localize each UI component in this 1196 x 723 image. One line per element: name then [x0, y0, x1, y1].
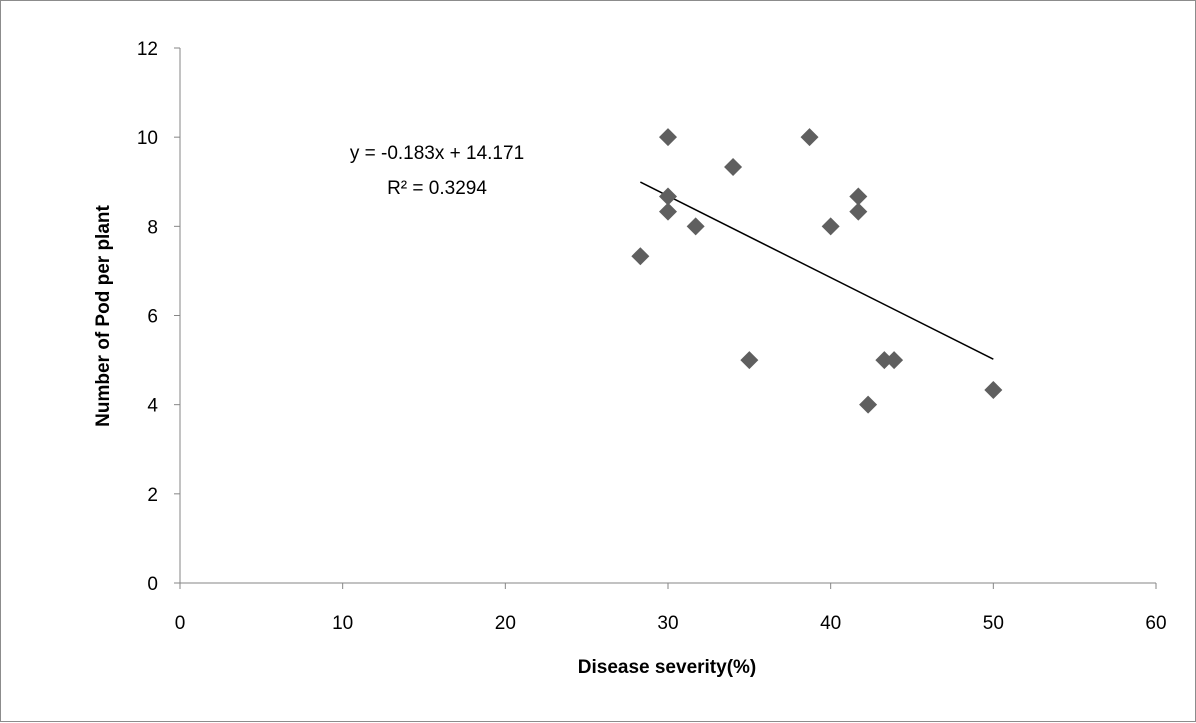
y-tick-label: 10 — [137, 128, 158, 149]
data-point — [849, 187, 868, 206]
y-tick-label: 6 — [147, 307, 158, 328]
x-tick-label: 50 — [983, 613, 1004, 634]
data-points — [631, 128, 1003, 414]
x-axis-title: Disease severity(%) — [578, 657, 757, 678]
data-point — [740, 351, 759, 370]
y-axis-title: Number of Pod per plant — [93, 204, 114, 426]
x-tick-label: 40 — [820, 613, 841, 634]
data-point — [724, 158, 743, 177]
y-tick-label: 0 — [147, 574, 158, 595]
data-point — [849, 202, 868, 221]
x-tick-label: 10 — [332, 613, 353, 634]
x-tick-label: 0 — [175, 613, 186, 634]
tick-labels: 0 2 4 6 8 10 12 0 10 20 30 40 50 60 — [137, 39, 1167, 634]
data-point — [659, 128, 677, 147]
y-tick-label: 4 — [147, 396, 158, 417]
trendline — [640, 181, 994, 360]
trendline-r-squared: R² = 0.3294 — [387, 178, 487, 199]
data-point — [984, 380, 1003, 399]
data-point — [659, 202, 677, 221]
data-point — [631, 247, 650, 266]
y-tick-label: 8 — [147, 217, 158, 238]
y-tick-label: 12 — [137, 39, 158, 60]
data-point — [686, 217, 705, 236]
trendline-equation: y = -0.183x + 14.171 — [350, 143, 524, 164]
axes — [174, 47, 1157, 589]
y-tick-label: 2 — [147, 485, 158, 506]
data-point — [800, 128, 819, 147]
trendline-group — [640, 181, 994, 360]
data-point — [875, 351, 894, 370]
data-point — [859, 395, 878, 414]
x-tick-label: 30 — [657, 613, 678, 634]
x-tick-label: 20 — [495, 613, 516, 634]
data-point — [885, 351, 904, 370]
x-tick-label: 60 — [1145, 613, 1166, 634]
data-point — [821, 217, 840, 236]
data-point — [659, 187, 677, 206]
